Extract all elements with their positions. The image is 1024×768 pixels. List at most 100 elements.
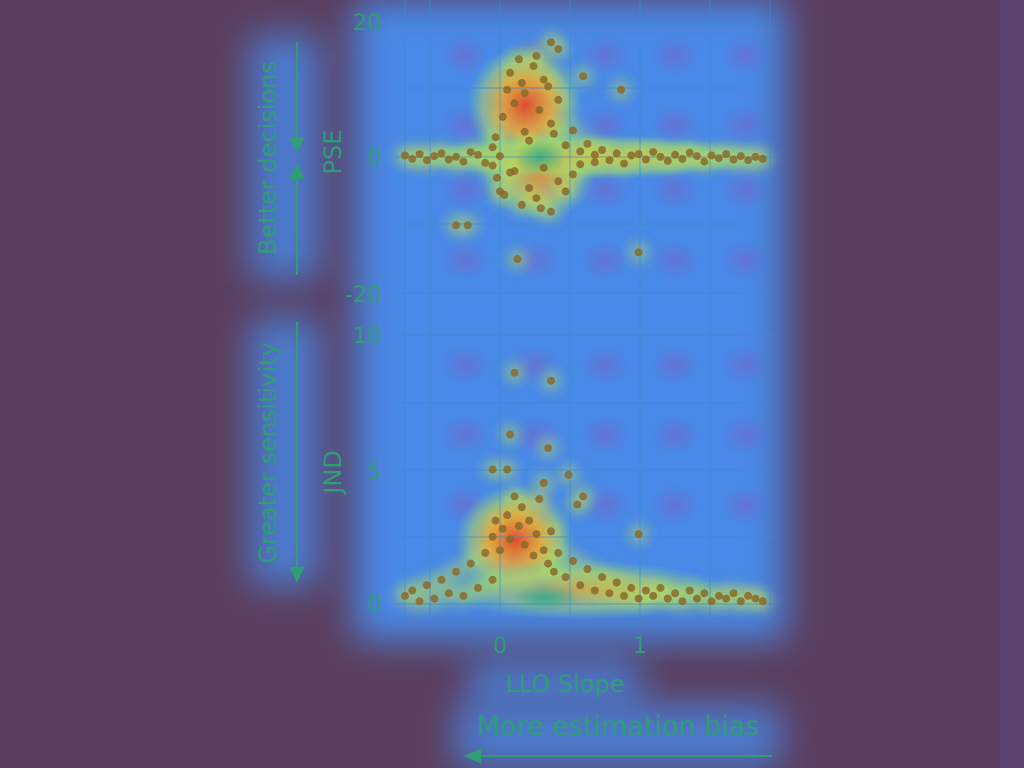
data-point	[430, 152, 439, 161]
data-point	[506, 68, 515, 77]
data-point	[561, 187, 570, 196]
xtick-label: 0	[493, 634, 507, 659]
data-point	[529, 551, 538, 560]
data-point	[401, 151, 409, 160]
grid	[395, 0, 775, 620]
better-decisions-arrows	[289, 42, 305, 275]
data-point	[459, 591, 468, 600]
data-point	[663, 594, 672, 603]
data-point	[401, 591, 409, 600]
data-point	[495, 152, 504, 161]
data-point	[408, 586, 417, 595]
data-point	[561, 141, 570, 150]
data-point	[554, 548, 563, 557]
data-point	[634, 530, 643, 539]
data-point	[583, 139, 592, 148]
data-point	[700, 157, 709, 166]
data-point	[627, 583, 636, 592]
data-point	[612, 149, 621, 158]
data-point	[488, 143, 497, 152]
bottom-ytick-label: 0	[367, 593, 381, 618]
data-point	[573, 500, 582, 509]
data-point	[605, 589, 614, 598]
data-point	[693, 594, 701, 603]
data-point	[744, 591, 753, 600]
data-point	[430, 594, 439, 603]
data-point	[506, 168, 515, 177]
data-point	[590, 158, 599, 167]
data-point	[678, 154, 687, 163]
data-point	[564, 470, 573, 479]
xlabel: LLO Slope	[506, 670, 625, 698]
data-point	[488, 575, 497, 584]
data-point	[452, 152, 461, 161]
data-point	[514, 522, 523, 530]
bottom-ylabel: JND	[319, 450, 347, 496]
data-point	[685, 586, 694, 595]
data-point	[700, 589, 709, 598]
data-point	[549, 129, 558, 138]
data-point	[510, 368, 519, 377]
data-point	[539, 75, 548, 84]
data-point	[590, 586, 599, 595]
data-point	[544, 82, 553, 91]
bottom-ytick-label: 10	[353, 324, 381, 349]
data-point	[517, 79, 526, 87]
up-arrow-head	[289, 163, 305, 179]
data-point	[408, 154, 417, 163]
data-point	[579, 72, 588, 81]
bottom-ytick-label: 5	[367, 460, 381, 485]
data-point	[641, 586, 650, 595]
greater-sensitivity-arrow	[289, 322, 305, 583]
data-point	[506, 535, 515, 544]
data-point	[561, 573, 570, 582]
data-point	[415, 150, 424, 159]
data-point	[474, 583, 482, 592]
top-ytick-label: 20	[353, 11, 381, 36]
data-point	[444, 589, 453, 598]
top-ytick-label: -20	[345, 283, 381, 308]
data-point	[554, 95, 563, 104]
data-point	[532, 51, 541, 60]
data-point	[751, 152, 760, 161]
data-point	[422, 581, 431, 590]
data-point	[620, 591, 628, 600]
data-point	[576, 147, 585, 156]
data-point	[488, 465, 497, 474]
data-point	[568, 126, 577, 135]
data-point	[685, 148, 694, 157]
data-point	[656, 583, 665, 592]
data-point	[693, 152, 701, 161]
data-point	[549, 567, 558, 576]
data-point	[656, 152, 665, 161]
data-point	[729, 589, 738, 598]
data-point	[736, 597, 745, 606]
data-point	[539, 478, 548, 487]
data-point	[503, 465, 512, 474]
data-point	[481, 158, 490, 167]
data-point	[529, 62, 538, 70]
data-point	[707, 151, 716, 160]
data-point	[707, 597, 716, 606]
data-point	[510, 492, 519, 501]
data-point	[605, 156, 614, 165]
data-point	[547, 207, 555, 216]
data-point	[520, 127, 529, 136]
data-point	[612, 578, 621, 587]
bottom-panel-points	[401, 368, 767, 606]
estimation-bias-annotation: More estimation bias	[477, 711, 760, 742]
data-point	[671, 589, 680, 598]
data-point	[466, 559, 475, 568]
data-point	[452, 221, 461, 230]
data-point	[598, 146, 607, 154]
data-point	[663, 156, 672, 165]
data-point	[481, 548, 490, 557]
data-point	[488, 161, 497, 170]
top-panel-points	[401, 38, 767, 264]
top-ytick-label: 0	[367, 146, 381, 171]
data-point	[539, 163, 548, 172]
data-point	[466, 148, 475, 157]
data-point	[547, 376, 555, 385]
data-point	[751, 594, 760, 603]
